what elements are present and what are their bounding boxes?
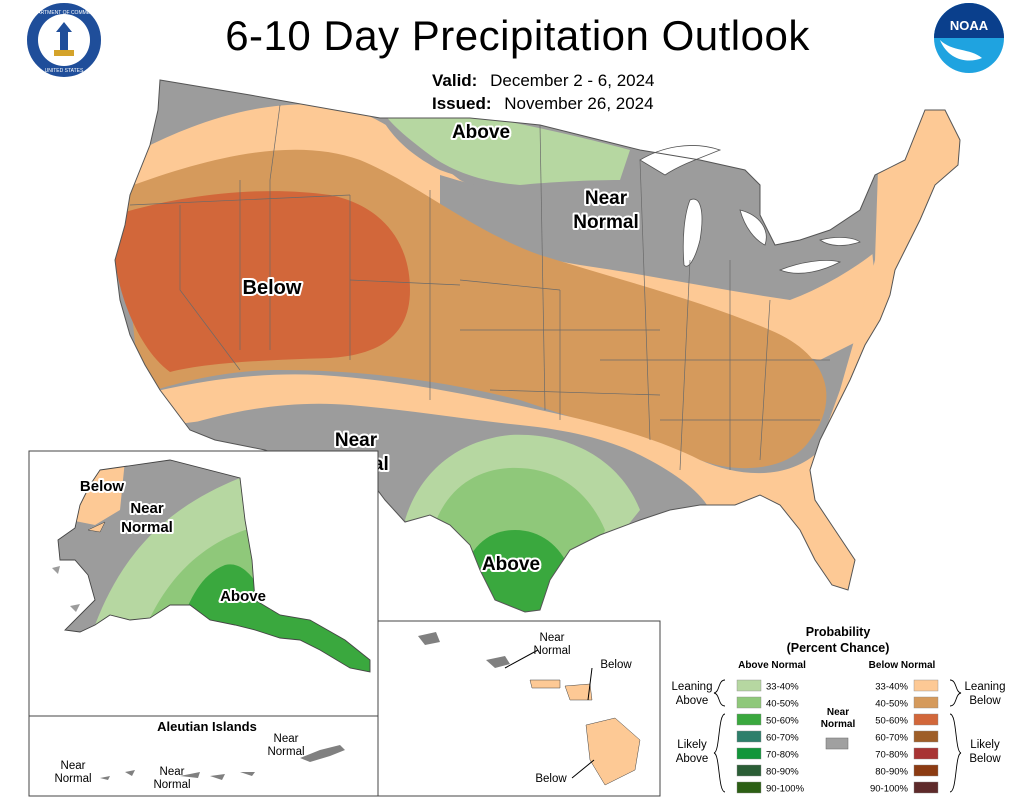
legend-below-range-1: 40-50% xyxy=(875,699,908,710)
legend-above-swatch-2 xyxy=(737,714,761,725)
legend: Probability (Percent Chance) Above Norma… xyxy=(672,625,1006,795)
legend-above-range-1: 40-50% xyxy=(766,699,799,710)
legend-above-range-5: 80-90% xyxy=(766,767,799,778)
legend-below-range-2: 50-60% xyxy=(875,716,908,727)
legend-below-swatch-4 xyxy=(914,748,938,759)
svg-text:DEPARTMENT OF COMMERCE: DEPARTMENT OF COMMERCE xyxy=(27,10,101,16)
aleutian-title: Aleutian Islands xyxy=(157,719,257,734)
legend-likely-above-1: Likely xyxy=(677,739,707,751)
legend-above-range-4: 70-80% xyxy=(766,750,799,761)
legend-above-range-2: 50-60% xyxy=(766,716,799,727)
doc-seal-logo: DEPARTMENT OF COMMERCE UNITED STATES xyxy=(22,0,106,84)
legend-below-swatch-6 xyxy=(914,782,938,793)
legend-below-swatch-2 xyxy=(914,714,938,725)
legend-leaning-below-1: Leaning xyxy=(965,681,1006,693)
legend-below-range-4: 70-80% xyxy=(875,750,908,761)
legend-below-swatch-5 xyxy=(914,765,938,776)
legend-below-swatch-1 xyxy=(914,697,938,708)
legend-likely-above-2: Above xyxy=(676,753,709,765)
aleutian-inset: Aleutian Islands Near Normal Near Normal… xyxy=(29,716,378,796)
legend-below-range-6: 90-100% xyxy=(870,784,909,795)
label-above-south: Above xyxy=(482,554,540,575)
aleutian-near-a2: Normal xyxy=(267,746,304,758)
brace-likely-below xyxy=(950,714,961,792)
legend-below-range-5: 80-90% xyxy=(875,767,908,778)
legend-below-swatches: 33-40% 40-50% 50-60% 60-70% 70-80% 80-90% 90-1… xyxy=(870,680,938,795)
svg-text:UNITED STATES: UNITED STATES xyxy=(45,68,84,74)
legend-above-swatch-6 xyxy=(737,782,761,793)
ak-label-above: Above xyxy=(220,588,266,605)
label-near-north-2: Normal xyxy=(573,212,638,233)
hi-label-below-2: Below xyxy=(535,773,567,785)
aleutian-near-b1: Near xyxy=(61,760,86,772)
label-near-north-1: Near xyxy=(585,188,628,209)
aleutian-near-c1: Near xyxy=(160,766,185,778)
svg-text:NOAA: NOAA xyxy=(950,18,989,33)
hi-molokai xyxy=(530,680,560,688)
noaa-logo: NOAA xyxy=(930,0,1008,78)
aleutian-near-a1: Near xyxy=(274,733,299,745)
legend-above-swatch-4 xyxy=(737,748,761,759)
ak-label-near-2: Normal xyxy=(121,519,173,536)
legend-near-normal-swatch xyxy=(826,738,848,749)
legend-near-2: Normal xyxy=(821,719,856,730)
hawaii-inset: Near Normal Below Below xyxy=(378,621,660,796)
label-below-west: Below xyxy=(243,277,302,299)
brace-likely-above xyxy=(714,714,725,792)
legend-likely-below-2: Below xyxy=(969,753,1001,765)
legend-above-range-0: 33-40% xyxy=(766,682,799,693)
legend-below-swatch-0 xyxy=(914,680,938,691)
legend-above-range-3: 60-70% xyxy=(766,733,799,744)
legend-below-range-0: 33-40% xyxy=(875,682,908,693)
legend-near-1: Near xyxy=(827,707,849,718)
label-near-south-1: Near xyxy=(335,430,378,451)
hi-label-below-1: Below xyxy=(600,659,632,671)
hi-label-near-1: Near xyxy=(540,632,565,644)
aleutian-near-b2: Normal xyxy=(54,773,91,785)
legend-title-2: (Percent Chance) xyxy=(787,641,890,655)
legend-above-header: Above Normal xyxy=(738,660,806,671)
legend-above-range-6: 90-100% xyxy=(766,784,805,795)
legend-leaning-above-2: Above xyxy=(676,695,709,707)
ak-label-near-1: Near xyxy=(130,500,164,517)
legend-likely-below-1: Likely xyxy=(970,739,1000,751)
legend-above-swatches: 33-40% 40-50% 50-60% 60-70% 70-80% 80-90% 90-1… xyxy=(737,680,805,795)
brace-leaning-below xyxy=(950,680,961,706)
legend-below-header: Below Normal xyxy=(869,660,936,671)
label-above-north: Above xyxy=(452,122,510,143)
legend-above-swatch-0 xyxy=(737,680,761,691)
aleutian-near-c2: Normal xyxy=(153,779,190,791)
legend-below-range-3: 60-70% xyxy=(875,733,908,744)
legend-leaning-below-2: Below xyxy=(969,695,1001,707)
ak-label-below: Below xyxy=(80,478,125,495)
hi-label-near-2: Normal xyxy=(533,645,570,657)
legend-above-swatch-5 xyxy=(737,765,761,776)
brace-leaning-above xyxy=(714,680,725,706)
legend-above-swatch-3 xyxy=(737,731,761,742)
legend-above-swatch-1 xyxy=(737,697,761,708)
alaska-inset: Below Near Normal Above xyxy=(29,451,380,716)
legend-leaning-above-1: Leaning xyxy=(672,681,713,693)
legend-title-1: Probability xyxy=(806,625,871,639)
legend-below-swatch-3 xyxy=(914,731,938,742)
